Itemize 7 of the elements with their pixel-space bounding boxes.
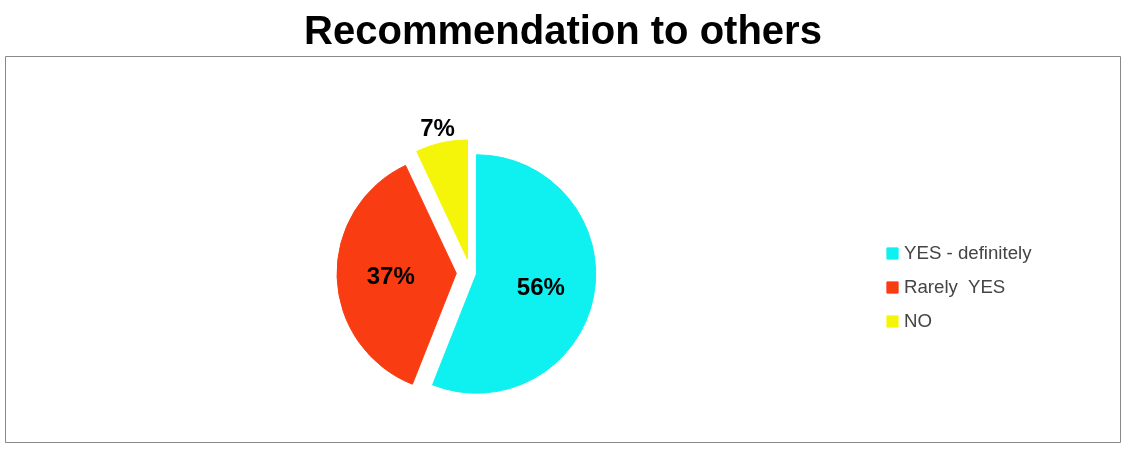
data-label: 7% bbox=[420, 114, 455, 142]
chart-title: Recommendation to others bbox=[304, 7, 822, 52]
legend-label: Rarely YES bbox=[904, 276, 1006, 298]
data-label: 56% bbox=[516, 272, 565, 300]
data-label: 37% bbox=[366, 261, 415, 289]
legend-label: YES - definitely bbox=[904, 242, 1032, 264]
legend-label: NO bbox=[904, 310, 932, 332]
